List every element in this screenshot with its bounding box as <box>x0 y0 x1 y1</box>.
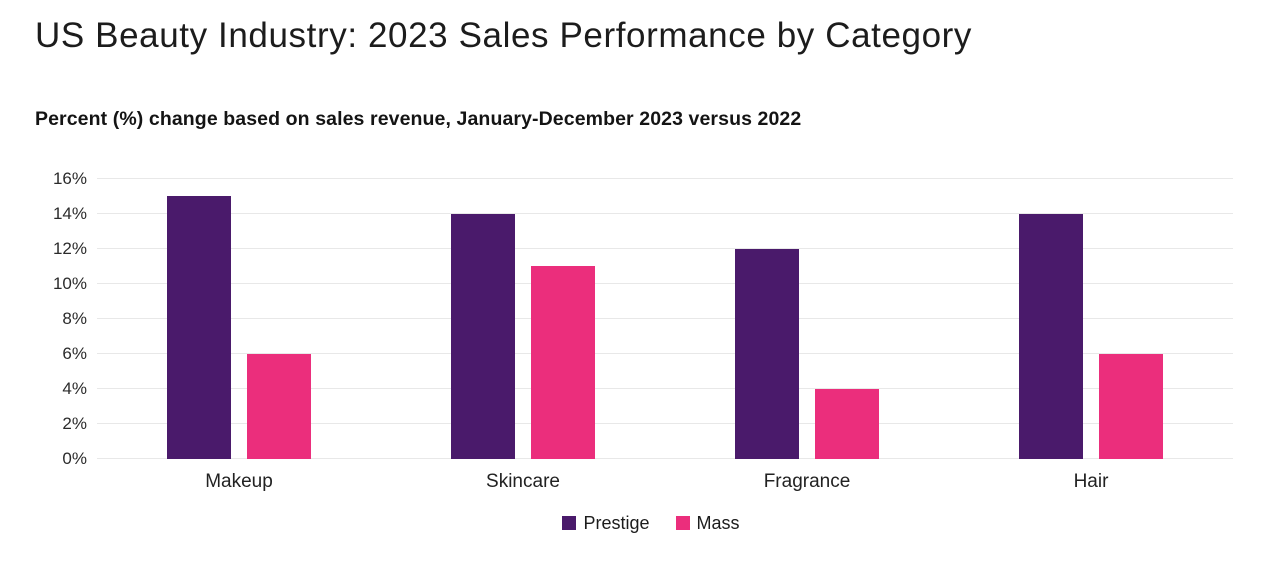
y-tick-label: 8% <box>62 308 87 328</box>
bar-prestige-makeup <box>167 196 231 459</box>
bar-mass-fragrance <box>815 388 879 459</box>
legend-item-prestige: Prestige <box>562 512 650 534</box>
gridline <box>97 458 1233 460</box>
legend-item-mass: Mass <box>675 512 740 534</box>
y-tick-label: 10% <box>52 273 87 293</box>
gridline <box>97 353 1233 355</box>
chart-plot-row: 16% 14% 12% 10% 8% 6% 4% 2% 0% <box>35 169 1233 468</box>
gridline <box>97 178 1233 180</box>
y-tick-label: 14% <box>52 203 87 223</box>
x-tick-label-hair: Hair <box>1073 470 1109 492</box>
x-tick-label-fragrance: Fragrance <box>763 470 851 492</box>
x-axis: Makeup Skincare Fragrance Hair <box>97 471 1233 497</box>
legend: Prestige Mass <box>35 513 1267 534</box>
legend-swatch-prestige <box>562 516 577 531</box>
bar-prestige-fragrance <box>735 248 799 459</box>
gridline <box>97 318 1233 320</box>
gridline <box>97 213 1233 215</box>
bar-prestige-hair <box>1019 213 1083 459</box>
bar-group-makeup <box>167 196 311 459</box>
bar-mass-skincare <box>531 266 595 459</box>
legend-swatch-mass <box>675 516 690 531</box>
x-tick-label-makeup: Makeup <box>205 470 273 492</box>
gridline <box>97 388 1233 390</box>
legend-label-prestige: Prestige <box>583 512 650 533</box>
chart-title: US Beauty Industry: 2023 Sales Performan… <box>35 16 973 55</box>
bar-group-skincare <box>451 213 595 459</box>
gridline <box>97 248 1233 250</box>
y-tick-label: 2% <box>62 413 87 433</box>
gridline <box>97 423 1233 425</box>
legend-label-mass: Mass <box>696 512 740 533</box>
y-tick-label: 0% <box>62 448 87 468</box>
y-tick-label: 12% <box>52 238 87 258</box>
plot-area <box>97 178 1233 460</box>
bar-group-hair <box>1019 213 1163 459</box>
bar-prestige-skincare <box>451 213 515 459</box>
gridline <box>97 283 1233 285</box>
bar-mass-makeup <box>247 353 311 459</box>
bar-chart: 16% 14% 12% 10% 8% 6% 4% 2% 0% Makeup Skincare Fra… <box>35 169 1267 534</box>
y-tick-label: 6% <box>62 343 87 363</box>
y-tick-label: 16% <box>52 168 87 188</box>
y-tick-label: 4% <box>62 378 87 398</box>
x-tick-label-skincare: Skincare <box>486 470 560 492</box>
y-axis: 16% 14% 12% 10% 8% 6% 4% 2% 0% <box>35 169 87 468</box>
bar-mass-hair <box>1099 353 1163 459</box>
chart-subtitle: Percent (%) change based on sales revenu… <box>35 107 802 130</box>
bar-group-fragrance <box>735 248 879 459</box>
